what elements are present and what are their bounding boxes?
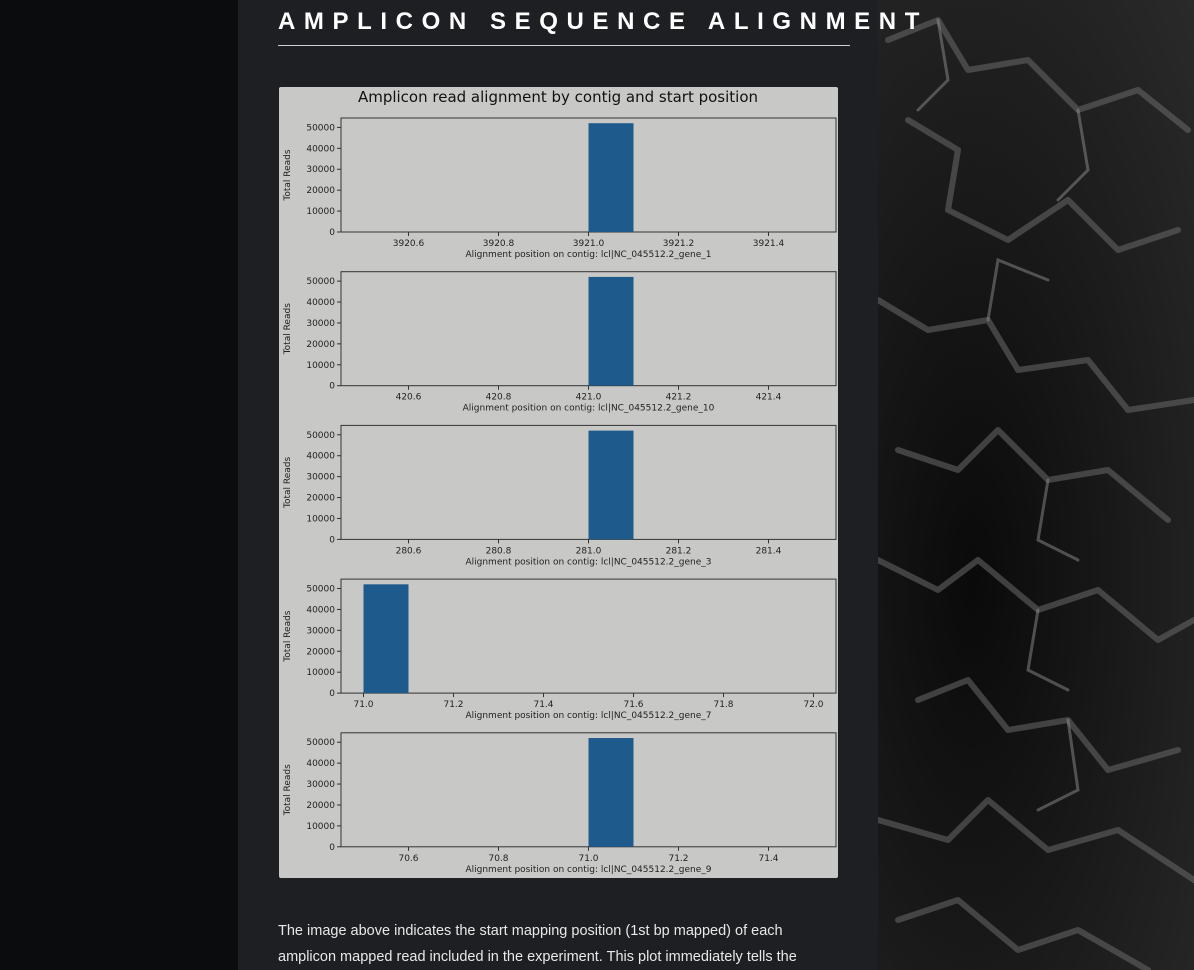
x-tick-label: 421.4 — [756, 393, 782, 403]
y-axis-label-1: Total Reads — [283, 149, 293, 201]
x-tick-label: 71.2 — [443, 700, 463, 710]
y-axis-label-5: Total Reads — [283, 764, 293, 816]
y-tick-label: 0 — [329, 228, 335, 238]
bar-panel-2-1 — [588, 276, 634, 386]
x-axis-label-5: Alignment position on contig: lcl|NC_045… — [465, 865, 711, 875]
x-tick-label: 3921.0 — [573, 239, 605, 249]
molecule-structure-graphic — [878, 17, 1194, 970]
x-tick-label: 3920.6 — [393, 239, 425, 249]
y-tick-label: 0 — [329, 535, 335, 545]
paragraph-line-1: The image above indicates the start mapp… — [278, 923, 783, 939]
y-tick-label: 10000 — [306, 822, 335, 832]
y-tick-label: 40000 — [306, 298, 335, 308]
x-tick-label: 420.6 — [396, 393, 422, 403]
x-tick-label: 71.4 — [758, 854, 778, 864]
y-tick-label: 0 — [329, 382, 335, 392]
x-tick-label: 280.8 — [486, 546, 512, 556]
plot-area-4 — [340, 578, 837, 694]
y-tick-label: 40000 — [306, 452, 335, 462]
background-image — [878, 0, 1194, 970]
x-tick-label: 280.6 — [396, 546, 422, 556]
description-paragraph: The image above indicates the start mapp… — [278, 918, 853, 970]
y-tick-label: 50000 — [306, 431, 335, 441]
y-tick-label: 20000 — [306, 801, 335, 811]
x-axis-label-1: Alignment position on contig: lcl|NC_045… — [465, 250, 711, 260]
y-tick-label: 0 — [329, 843, 335, 853]
y-tick-label: 10000 — [306, 514, 335, 524]
x-tick-label: 420.8 — [486, 393, 512, 403]
alignment-chart: Amplicon read alignment by contig and st… — [283, 88, 837, 875]
y-tick-label: 20000 — [306, 340, 335, 350]
x-tick-label: 421.2 — [666, 393, 692, 403]
y-tick-label: 0 — [329, 689, 335, 699]
y-tick-label: 40000 — [306, 605, 335, 615]
y-tick-label: 50000 — [306, 277, 335, 287]
y-tick-label: 50000 — [306, 738, 335, 748]
bar-panel-4-1 — [363, 584, 409, 694]
x-tick-label: 72.0 — [803, 700, 823, 710]
y-axis-label-3: Total Reads — [283, 456, 293, 508]
x-tick-label: 71.0 — [353, 700, 373, 710]
x-tick-label: 70.6 — [398, 854, 418, 864]
y-tick-label: 10000 — [306, 207, 335, 217]
paragraph-line-2: amplicon mapped read included in the exp… — [278, 949, 797, 965]
y-tick-label: 40000 — [306, 759, 335, 769]
x-tick-label: 281.4 — [756, 546, 782, 556]
title-divider — [278, 45, 850, 46]
y-tick-label: 10000 — [306, 668, 335, 678]
x-tick-label: 3920.8 — [483, 239, 515, 249]
chart-title: Amplicon read alignment by contig and st… — [358, 88, 758, 106]
y-tick-label: 20000 — [306, 494, 335, 504]
x-tick-label: 421.0 — [576, 393, 602, 403]
x-tick-label: 3921.4 — [753, 239, 785, 249]
y-tick-label: 50000 — [306, 585, 335, 595]
x-tick-label: 71.0 — [578, 854, 598, 864]
y-tick-label: 20000 — [306, 186, 335, 196]
x-axis-label-2: Alignment position on contig: lcl|NC_045… — [463, 404, 715, 414]
x-tick-label: 71.6 — [623, 700, 643, 710]
bar-panel-1-1 — [588, 123, 634, 232]
main-content: AMPLICON SEQUENCE ALIGNMENT Amplicon rea… — [238, 0, 928, 970]
x-tick-label: 71.2 — [668, 854, 688, 864]
x-tick-label: 71.8 — [713, 700, 733, 710]
y-tick-label: 30000 — [306, 165, 335, 175]
section-title: AMPLICON SEQUENCE ALIGNMENT — [278, 8, 928, 35]
y-tick-label: 20000 — [306, 647, 335, 657]
y-tick-label: 40000 — [306, 144, 335, 154]
y-tick-label: 30000 — [306, 473, 335, 483]
x-axis-label-4: Alignment position on contig: lcl|NC_045… — [465, 711, 711, 721]
x-tick-label: 3921.2 — [663, 239, 695, 249]
alignment-chart-figure: Amplicon read alignment by contig and st… — [279, 87, 838, 878]
y-tick-label: 50000 — [306, 123, 335, 133]
y-axis-label-4: Total Reads — [283, 610, 293, 662]
bar-panel-3-1 — [588, 430, 634, 540]
y-tick-label: 10000 — [306, 361, 335, 371]
x-axis-label-3: Alignment position on contig: lcl|NC_045… — [465, 557, 711, 567]
x-tick-label: 70.8 — [488, 854, 508, 864]
y-tick-label: 30000 — [306, 780, 335, 790]
x-tick-label: 281.0 — [576, 546, 602, 556]
y-tick-label: 30000 — [306, 319, 335, 329]
x-tick-label: 71.4 — [533, 700, 553, 710]
y-tick-label: 30000 — [306, 626, 335, 636]
y-axis-label-2: Total Reads — [283, 303, 293, 355]
bar-panel-5-1 — [588, 738, 634, 847]
x-tick-label: 281.2 — [666, 546, 692, 556]
